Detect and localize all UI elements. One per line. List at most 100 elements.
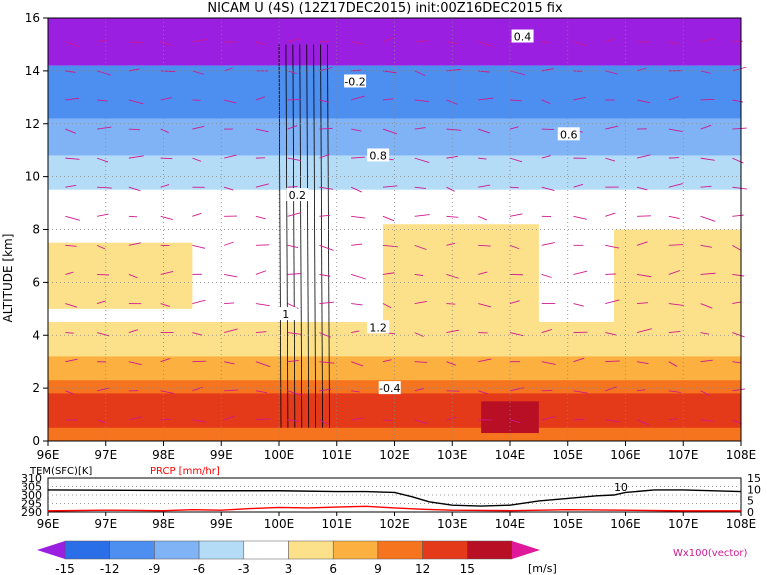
wind-vector [700, 332, 710, 335]
contour-line [299, 44, 303, 428]
wind-vector [255, 41, 265, 46]
wind-vector [573, 215, 587, 220]
x-tick-label: 99E [210, 448, 233, 462]
wind-vector [160, 184, 170, 188]
colorbar-swatch [64, 540, 110, 560]
contour-label-text: 0.4 [514, 31, 532, 44]
contour-label: 0.6 [557, 127, 580, 141]
wind-vector [255, 303, 270, 307]
wind-vector [319, 66, 333, 72]
ts-left-tick-label: 295 [21, 498, 42, 511]
ts-x-tick-label: 106E [610, 517, 641, 531]
wind-vector [192, 38, 208, 43]
wind-vector [541, 361, 556, 365]
contour-label-bg [344, 74, 367, 88]
wind-vector [414, 273, 424, 276]
wind-vector [700, 419, 714, 422]
wind-vector [192, 125, 205, 130]
wind-vector [96, 419, 107, 424]
wind-vector [637, 302, 649, 304]
wind-vector [351, 303, 363, 306]
wind-vector [700, 98, 715, 101]
wind-vector [351, 243, 363, 246]
prcp-line [47, 505, 741, 512]
shaded-region [382, 224, 539, 357]
wind-vector [541, 329, 553, 334]
ts-left-tick-label: 310 [21, 472, 42, 485]
contour-label-bg [274, 307, 297, 321]
x-tick-label: 105E [553, 448, 584, 462]
wind-vector [382, 185, 398, 188]
wind-vector [287, 332, 303, 335]
wind-vector [351, 41, 365, 45]
contour-label-bg [367, 320, 390, 334]
wind-vector [573, 390, 588, 394]
wind-vector [446, 274, 459, 279]
prcp-label: PRCP [mm/hr] [150, 466, 220, 477]
wind-vector [509, 387, 524, 392]
wind-vector [319, 244, 334, 251]
ts-left-tick-label: 290 [21, 506, 42, 519]
wind-vector [509, 419, 521, 424]
wind-vector [255, 244, 270, 246]
wind-vector [509, 332, 524, 337]
wind-vector [382, 359, 392, 363]
wind-vector [700, 359, 713, 363]
contour-label-text: 1.2 [369, 321, 387, 334]
contour-line [292, 44, 296, 428]
wind-vector [65, 128, 76, 134]
wind-vector [192, 157, 202, 162]
wind-vector [351, 390, 360, 393]
wind-vector [573, 96, 587, 101]
shaded-region [613, 229, 741, 349]
wind-vector [605, 70, 618, 75]
vector-label: Wx100(vector) [673, 548, 748, 559]
wind-vector [128, 155, 144, 159]
ts-left-tick-label: 300 [21, 489, 42, 502]
wind-vector [732, 388, 746, 392]
wind-vector [192, 332, 203, 336]
colorbar-tick-label: 15 [460, 562, 475, 575]
wind-vector [509, 70, 526, 76]
wind-vector [700, 272, 716, 275]
contour-label-text: -0.4 [379, 382, 400, 395]
wind-vector [97, 39, 108, 43]
wind-vector [732, 244, 741, 251]
shaded-region [48, 242, 193, 309]
colorbar-tick-label: 9 [374, 562, 382, 575]
wind-vector [414, 419, 428, 424]
colorbar-swatch [243, 540, 289, 560]
wind-vector [128, 274, 138, 279]
shaded-region [48, 118, 741, 156]
wind-vector [636, 273, 652, 278]
colorbar-tick-label: -9 [148, 562, 160, 575]
wind-vector [605, 332, 617, 336]
wind-vector [541, 155, 551, 159]
wind-vector [128, 416, 143, 421]
wind-vector [319, 419, 328, 425]
colorbar-swatch [377, 540, 423, 560]
wind-vector [192, 299, 206, 304]
wind-vector [668, 361, 678, 367]
wind-vector [446, 361, 456, 366]
wind-vector [192, 70, 205, 75]
wind-vector [446, 186, 455, 192]
wind-vector [224, 99, 237, 104]
wind-vector [732, 127, 747, 130]
x-tick-label: 103E [437, 448, 468, 462]
wind-vector [700, 185, 712, 188]
x-tick-label: 98E [152, 448, 175, 462]
wind-vector [414, 332, 424, 337]
wind-vector [414, 301, 427, 304]
wind-vector [478, 358, 492, 363]
wind-vector [636, 241, 648, 246]
wind-vector [287, 157, 301, 162]
ts-right-tick-label: 0 [747, 506, 754, 519]
wind-vector [65, 41, 79, 47]
y-tick-label: 0 [32, 434, 40, 448]
wind-vector [732, 361, 742, 364]
ts-right-tick-label: 15 [747, 472, 761, 485]
wind-vector [732, 186, 748, 190]
chart-title: NICAM U (4S) (12Z17DEC2015) init:00Z16DE… [207, 1, 563, 16]
wind-vector [192, 244, 206, 249]
